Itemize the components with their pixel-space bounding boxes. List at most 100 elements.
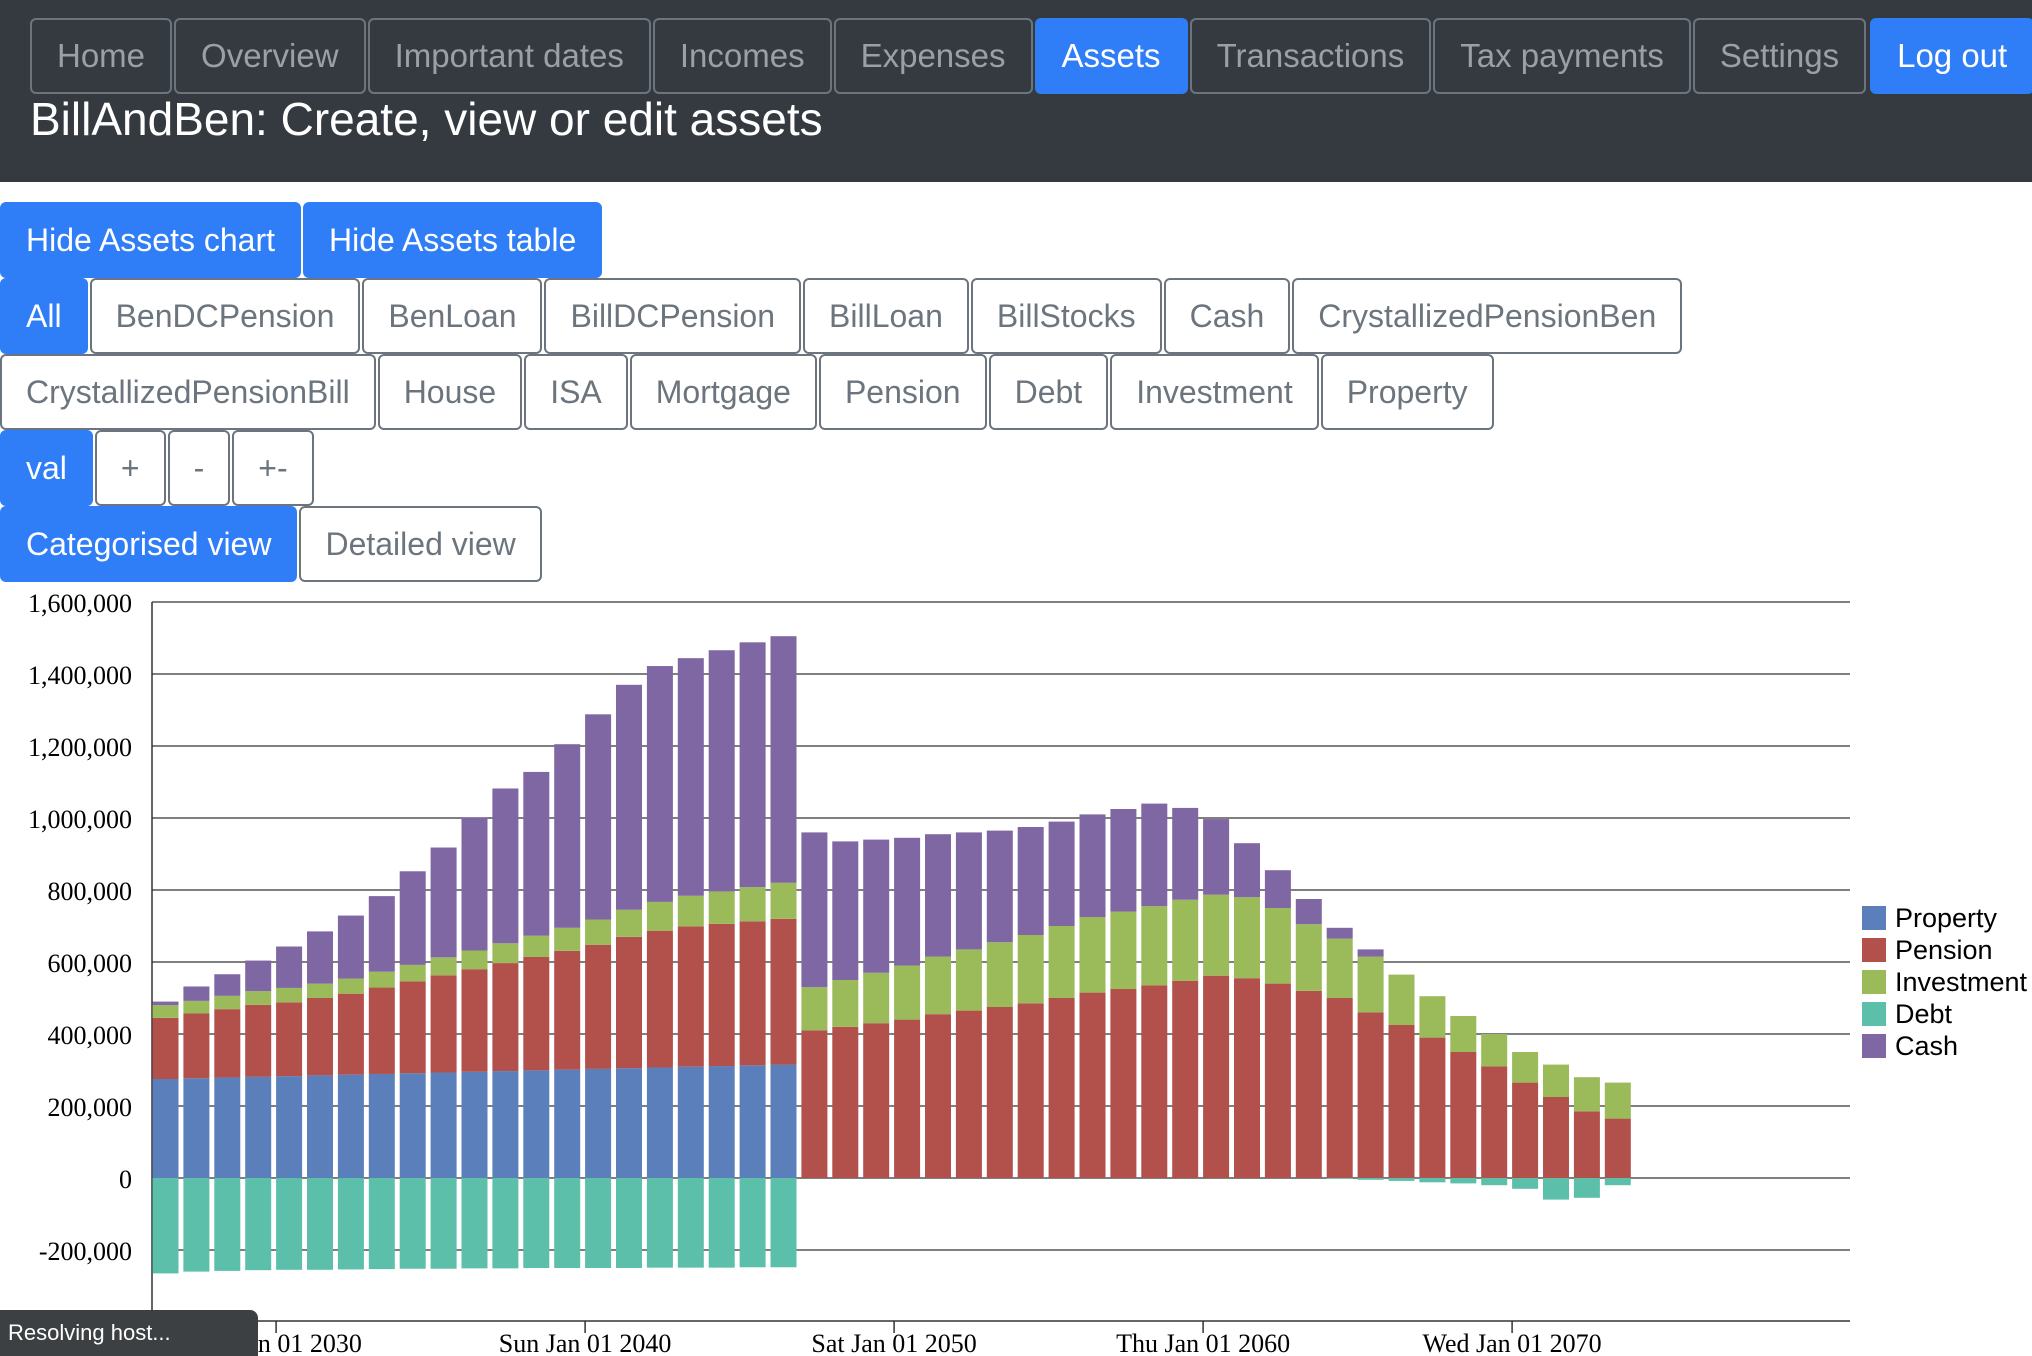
bar-pension-2043[interactable]	[677, 926, 704, 1067]
nav-important-dates[interactable]: Important dates	[367, 18, 651, 94]
bar-cash-2029[interactable]	[245, 960, 272, 992]
bar-investment-2042[interactable]	[646, 901, 673, 931]
bar-investment-2030[interactable]	[276, 987, 303, 1003]
bar-pension-2038[interactable]	[523, 956, 550, 1071]
bar-debt-2064[interactable]	[1326, 1178, 1353, 1179]
bar-property-2032[interactable]	[337, 1074, 364, 1178]
bar-investment-2053[interactable]	[986, 942, 1013, 1007]
bar-pension-2059[interactable]	[1172, 980, 1199, 1178]
bar-cash-2064[interactable]	[1326, 927, 1353, 939]
bar-investment-2059[interactable]	[1172, 899, 1199, 981]
bar-investment-2039[interactable]	[554, 927, 581, 951]
bar-pension-2035[interactable]	[430, 975, 457, 1073]
bar-debt-2038[interactable]	[523, 1178, 550, 1268]
bar-property-2036[interactable]	[461, 1071, 488, 1178]
nav-tax-payments[interactable]: Tax payments	[1433, 18, 1691, 94]
filter-billdcpension[interactable]: BillDCPension	[544, 278, 802, 354]
bar-cash-2058[interactable]	[1141, 803, 1168, 907]
bar-investment-2036[interactable]	[461, 950, 488, 970]
bar-investment-2034[interactable]	[399, 964, 426, 982]
mode-minus-button[interactable]: -	[167, 430, 231, 506]
bar-cash-2039[interactable]	[554, 744, 581, 928]
bar-property-2034[interactable]	[399, 1073, 426, 1178]
filter-cash[interactable]: Cash	[1163, 278, 1291, 354]
bar-debt-2035[interactable]	[430, 1178, 457, 1269]
bar-cash-2047[interactable]	[801, 832, 828, 988]
bar-pension-2048[interactable]	[832, 1026, 859, 1178]
bar-pension-2046[interactable]	[770, 918, 797, 1065]
bar-debt-2070[interactable]	[1512, 1178, 1539, 1189]
bar-investment-2064[interactable]	[1326, 938, 1353, 998]
bar-investment-2027[interactable]	[183, 1000, 210, 1014]
nav-assets[interactable]: Assets	[1034, 18, 1188, 94]
bar-investment-2040[interactable]	[585, 919, 612, 945]
filter-benloan[interactable]: BenLoan	[362, 278, 543, 354]
bar-cash-2036[interactable]	[461, 817, 488, 951]
nav-overview[interactable]: Overview	[174, 18, 366, 94]
bar-investment-2047[interactable]	[801, 987, 828, 1031]
bar-pension-2034[interactable]	[399, 981, 426, 1074]
bar-pension-2032[interactable]	[337, 993, 364, 1075]
bar-property-2037[interactable]	[492, 1071, 519, 1178]
bar-cash-2057[interactable]	[1110, 809, 1137, 912]
bar-investment-2067[interactable]	[1419, 996, 1446, 1038]
bar-debt-2066[interactable]	[1388, 1178, 1415, 1181]
bar-cash-2040[interactable]	[585, 714, 612, 920]
bar-pension-2069[interactable]	[1481, 1066, 1508, 1178]
bar-investment-2033[interactable]	[368, 971, 395, 988]
mode-val-button[interactable]: val	[0, 430, 93, 506]
filter-all[interactable]: All	[0, 278, 88, 354]
bar-property-2043[interactable]	[677, 1066, 704, 1178]
nav-transactions[interactable]: Transactions	[1189, 18, 1432, 94]
bar-pension-2041[interactable]	[616, 936, 642, 1069]
bar-investment-2072[interactable]	[1573, 1077, 1600, 1112]
bar-cash-2065[interactable]	[1357, 949, 1384, 957]
bar-investment-2048[interactable]	[832, 980, 859, 1027]
bar-pension-2072[interactable]	[1573, 1111, 1600, 1178]
bar-pension-2039[interactable]	[554, 950, 581, 1070]
bar-cash-2028[interactable]	[214, 974, 241, 996]
bar-debt-2073[interactable]	[1604, 1178, 1631, 1186]
bar-debt-2037[interactable]	[492, 1178, 519, 1269]
bar-cash-2045[interactable]	[739, 642, 766, 888]
bar-debt-2034[interactable]	[399, 1178, 426, 1269]
bar-debt-2029[interactable]	[245, 1178, 272, 1271]
bar-investment-2069[interactable]	[1481, 1034, 1508, 1067]
bar-debt-2069[interactable]	[1481, 1178, 1508, 1186]
bar-property-2026[interactable]	[152, 1079, 179, 1178]
bar-debt-2028[interactable]	[214, 1178, 241, 1271]
bar-debt-2030[interactable]	[276, 1178, 303, 1270]
filter-mortgage[interactable]: Mortgage	[629, 354, 817, 430]
bar-cash-2049[interactable]	[863, 839, 890, 973]
bar-investment-2029[interactable]	[245, 991, 272, 1005]
bar-investment-2037[interactable]	[492, 943, 519, 964]
bar-pension-2053[interactable]	[986, 1007, 1013, 1178]
bar-cash-2038[interactable]	[523, 771, 550, 936]
bar-pension-2050[interactable]	[894, 1019, 921, 1178]
bar-investment-2051[interactable]	[925, 956, 951, 1015]
bar-investment-2052[interactable]	[955, 949, 982, 1011]
bar-pension-2062[interactable]	[1264, 983, 1291, 1178]
bar-investment-2041[interactable]	[616, 909, 642, 937]
filter-bendcpension[interactable]: BenDCPension	[89, 278, 361, 354]
bar-cash-2046[interactable]	[770, 636, 797, 883]
bar-pension-2060[interactable]	[1203, 975, 1230, 1178]
bar-pension-2037[interactable]	[492, 963, 519, 1072]
bar-investment-2055[interactable]	[1048, 926, 1075, 998]
bar-property-2027[interactable]	[183, 1078, 210, 1178]
bar-pension-2061[interactable]	[1234, 978, 1260, 1178]
bar-pension-2044[interactable]	[708, 923, 735, 1067]
bar-investment-2065[interactable]	[1357, 956, 1384, 1013]
bar-pension-2073[interactable]	[1604, 1118, 1631, 1178]
bar-debt-2040[interactable]	[585, 1178, 612, 1268]
bar-cash-2052[interactable]	[955, 832, 982, 950]
bar-cash-2037[interactable]	[492, 788, 519, 944]
bar-investment-2073[interactable]	[1604, 1082, 1631, 1119]
bar-cash-2056[interactable]	[1079, 814, 1106, 917]
filter-property[interactable]: Property	[1320, 354, 1494, 430]
bar-investment-2058[interactable]	[1141, 906, 1168, 986]
bar-debt-2045[interactable]	[739, 1178, 766, 1268]
filter-pension[interactable]: Pension	[818, 354, 987, 430]
bar-pension-2049[interactable]	[863, 1023, 890, 1178]
bar-investment-2056[interactable]	[1079, 917, 1106, 993]
